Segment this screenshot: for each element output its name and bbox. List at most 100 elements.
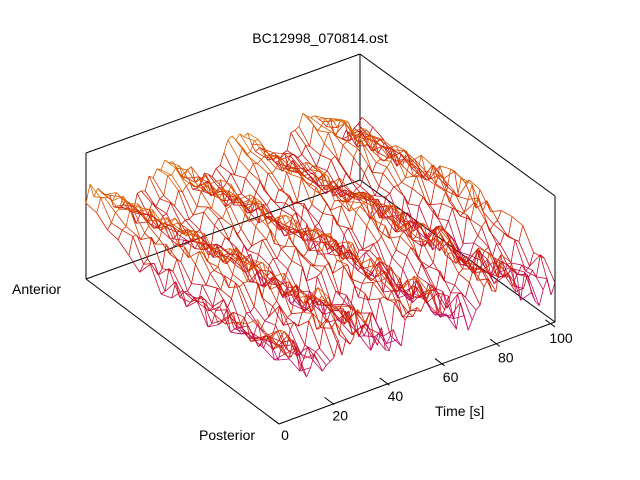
- mesh-line: [175, 281, 187, 308]
- mesh-line: [124, 204, 129, 209]
- mesh-line: [365, 250, 370, 253]
- mesh-line: [259, 262, 264, 264]
- mesh-line: [482, 262, 494, 271]
- mesh-line: [286, 171, 291, 175]
- mesh-line: [290, 129, 296, 133]
- mesh-line: [505, 263, 517, 275]
- mesh-line: [359, 264, 364, 269]
- mesh-line: [240, 228, 253, 247]
- mesh-line: [309, 296, 322, 328]
- mesh-line: [369, 206, 382, 220]
- mesh-line: [144, 176, 150, 191]
- mesh-line: [265, 331, 277, 337]
- mesh-line: [369, 312, 375, 339]
- mesh-line: [389, 236, 401, 239]
- mesh-line: [338, 200, 350, 212]
- mesh-line: [338, 334, 351, 345]
- mesh-line: [214, 250, 220, 256]
- mesh-line: [457, 195, 469, 200]
- mesh-line: [157, 222, 162, 229]
- mesh-line: [329, 215, 334, 246]
- mesh-line: [180, 261, 192, 284]
- mesh-line: [200, 233, 205, 250]
- mesh-line: [403, 279, 408, 289]
- mesh-line: [282, 352, 288, 357]
- mesh-line: [249, 306, 255, 313]
- mesh-line: [327, 175, 339, 201]
- mesh-line: [320, 265, 326, 273]
- mesh-line: [398, 161, 403, 167]
- mesh-line: [315, 186, 327, 204]
- mesh-line: [345, 249, 351, 259]
- mesh-line: [219, 188, 224, 199]
- mesh-line: [354, 285, 359, 298]
- mesh-line: [321, 236, 327, 251]
- mesh-line: [295, 347, 301, 372]
- mesh-line: [465, 282, 470, 298]
- mesh-line: [221, 190, 233, 203]
- mesh-line: [344, 189, 349, 197]
- mesh-line: [406, 212, 412, 221]
- mesh-line: [301, 145, 307, 155]
- mesh-line: [279, 220, 291, 231]
- mesh-line: [148, 175, 154, 179]
- mesh-line: [373, 338, 378, 346]
- mesh-line: [546, 278, 552, 296]
- mesh-line: [414, 158, 426, 172]
- mesh-line: [364, 293, 377, 322]
- mesh-line: [366, 275, 378, 282]
- mesh-line: [234, 326, 239, 330]
- x-tick-label: 80: [498, 349, 514, 365]
- mesh-line: [378, 261, 384, 293]
- mesh-line: [177, 230, 183, 245]
- mesh-line: [358, 200, 371, 220]
- mesh-line: [525, 265, 530, 272]
- mesh-line: [239, 194, 251, 200]
- mesh-line: [231, 282, 236, 299]
- mesh-line: [343, 227, 349, 236]
- mesh-line: [225, 321, 237, 325]
- mesh-line: [171, 290, 183, 299]
- mesh-line: [350, 306, 363, 316]
- mesh-line: [212, 243, 217, 250]
- mesh-line: [272, 301, 277, 307]
- mesh-line: [182, 290, 187, 307]
- mesh-line: [311, 228, 316, 236]
- mesh-line: [219, 165, 232, 174]
- mesh-line: [392, 149, 398, 167]
- mesh-line: [156, 217, 168, 222]
- mesh-line: [271, 338, 284, 353]
- mesh-line: [406, 279, 412, 299]
- mesh-line: [409, 162, 414, 177]
- mesh-line: [181, 230, 187, 237]
- mesh-line: [146, 221, 158, 229]
- mesh-line: [391, 205, 403, 211]
- mesh-line: [400, 154, 412, 169]
- mesh-line: [360, 192, 366, 201]
- mesh-line: [324, 300, 336, 323]
- mesh-line: [418, 166, 430, 180]
- mesh-line: [433, 209, 445, 231]
- mesh-line: [339, 177, 351, 191]
- mesh-line: [268, 215, 273, 219]
- mesh-line: [298, 290, 310, 293]
- mesh-line: [391, 249, 397, 258]
- mesh-line: [355, 211, 368, 227]
- mesh-line: [254, 140, 266, 157]
- mesh-line: [151, 202, 163, 217]
- mesh-line: [381, 327, 386, 350]
- mesh-line: [492, 262, 498, 277]
- mesh-line: [427, 164, 433, 172]
- mesh-line: [288, 358, 301, 372]
- mesh-line: [133, 211, 146, 234]
- mesh-line: [482, 210, 494, 225]
- mesh-line: [297, 200, 309, 212]
- mesh-line: [178, 190, 183, 193]
- mesh-line: [465, 179, 470, 184]
- mesh-line: [196, 191, 202, 207]
- mesh-line: [337, 243, 343, 259]
- x-tick-mark: [434, 358, 445, 367]
- chart-title: BC12998_070814.ost: [252, 30, 388, 46]
- mesh-line: [249, 171, 261, 182]
- mesh-line: [259, 269, 265, 288]
